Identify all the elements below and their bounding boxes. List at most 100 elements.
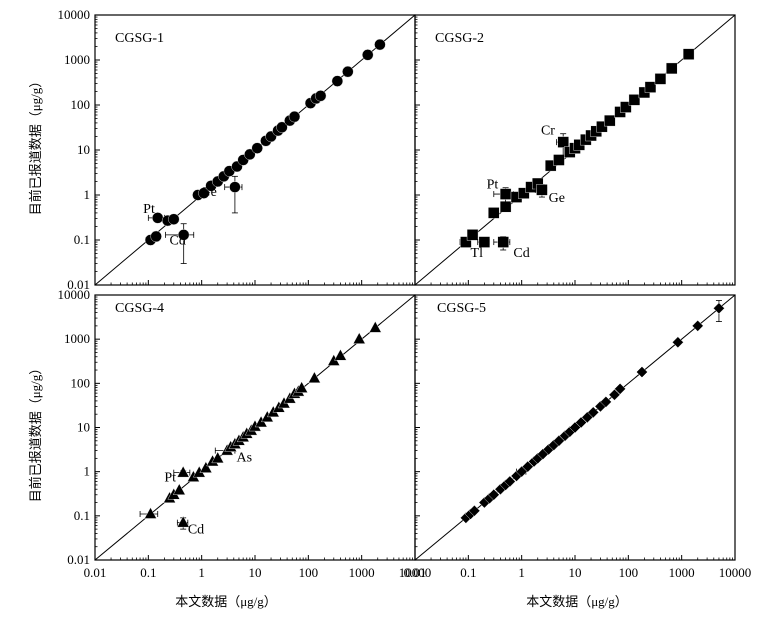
data-point-circle xyxy=(177,229,190,241)
data-point-square xyxy=(466,229,479,241)
element-annotation: Pt xyxy=(143,202,155,217)
y-tick-label: 1 xyxy=(84,187,91,202)
data-point-circle xyxy=(229,181,241,193)
data-point-square xyxy=(654,73,667,85)
data-point-triangle xyxy=(199,461,213,473)
data-point-square xyxy=(644,81,657,93)
data-point-circle xyxy=(288,110,301,123)
y-tick-label: 0.1 xyxy=(74,232,90,247)
data-point-circle xyxy=(331,75,344,87)
data-point-diamond xyxy=(672,336,684,349)
data-point-square xyxy=(682,48,695,60)
panel-cgsg-2: CGSG-2 Cr Pt Ge Tl Cd xyxy=(414,14,736,286)
element-annotation: Pt xyxy=(164,470,176,485)
x-tick-label: 10000 xyxy=(719,565,752,580)
x-tick-label: 0.01 xyxy=(404,565,427,580)
element-annotation: Cd xyxy=(513,246,529,261)
data-point-circle xyxy=(168,213,180,225)
y-axis-label-top: 目前已报道数据（μg/g） xyxy=(28,75,43,216)
data-point-circle xyxy=(251,142,263,154)
y-tick-label: 1 xyxy=(84,464,91,479)
x-tick-label: 10000 xyxy=(399,565,432,580)
data-point-square xyxy=(665,62,678,75)
data-point-circle xyxy=(276,121,288,133)
data-point-diamond xyxy=(587,406,600,419)
data-point-triangle xyxy=(352,332,366,344)
element-annotation: Ge xyxy=(549,191,565,206)
panel-title: CGSG-2 xyxy=(435,31,484,46)
y-tick-label: 10 xyxy=(77,420,90,435)
data-point-circle xyxy=(244,148,256,161)
data-point-square xyxy=(536,184,548,196)
data-point-triangle xyxy=(334,348,347,361)
data-point-triangle xyxy=(172,483,186,495)
element-annotation: Cd xyxy=(170,233,186,248)
data-point-circle xyxy=(150,230,162,243)
data-point-square xyxy=(620,101,632,113)
y-tick-label: 1000 xyxy=(64,331,90,346)
data-point-triangle xyxy=(176,515,190,528)
data-point-circle xyxy=(362,49,374,61)
data-point-square xyxy=(553,154,565,166)
panel-title: CGSG-1 xyxy=(115,31,164,46)
panel-title: CGSG-4 xyxy=(115,301,164,316)
data-point-diamond xyxy=(691,320,704,332)
data-point-square xyxy=(518,187,530,199)
data-point-square xyxy=(460,236,472,248)
data-point-square xyxy=(478,236,491,248)
data-point-square xyxy=(604,114,616,127)
panel-cgsg-5: 0.01 0.1 1 10 100 1000 10000 CGSG-5 xyxy=(404,294,752,580)
data-point-diamond xyxy=(521,460,534,473)
element-annotation: Cr xyxy=(541,124,555,139)
element-annotation: Ge xyxy=(200,185,216,200)
element-annotation: Cd xyxy=(188,522,204,537)
x-tick-label: 0.1 xyxy=(140,565,156,580)
data-point-square xyxy=(596,120,608,133)
y-tick-label: 1000 xyxy=(64,52,90,67)
data-point-diamond xyxy=(468,505,481,517)
data-point-triangle xyxy=(144,507,157,519)
panel-title: CGSG-5 xyxy=(437,301,486,316)
x-tick-label: 0.1 xyxy=(460,565,476,580)
panels: 0.010.1110100100010000CGSG-1PtCdGeCGSG-2… xyxy=(58,7,752,580)
y-tick-label: 10000 xyxy=(58,287,91,302)
x-axis-label-right: 本文数据（μg/g） xyxy=(526,594,628,609)
x-tick-label: 1000 xyxy=(669,565,695,580)
element-annotation: Pt xyxy=(487,177,499,192)
data-point-triangle xyxy=(308,371,321,384)
data-point-square xyxy=(488,207,500,219)
data-point-circle xyxy=(198,187,210,199)
element-annotation: Tl xyxy=(471,246,484,261)
data-point-circle xyxy=(374,38,386,51)
data-point-square xyxy=(557,136,569,148)
data-point-diamond xyxy=(504,475,516,488)
panel-cgsg-1: 0.01 0.1 1 10 100 1000 10000 CGSG-1 Pt Cd Ge xyxy=(58,7,416,292)
x-axis-label-left: 本文数据（μg/g） xyxy=(175,594,277,609)
x-tick-label: 0.01 xyxy=(84,565,107,580)
data-point-diamond xyxy=(575,416,587,429)
y-tick-label: 0.1 xyxy=(74,508,90,523)
x-tick-label: 1000 xyxy=(349,565,375,580)
y-axis-label-bottom: 目前已报道数据（μg/g） xyxy=(28,362,43,503)
x-tick-label: 100 xyxy=(619,565,639,580)
data-point-triangle xyxy=(368,320,382,333)
y-tick-label: 100 xyxy=(71,375,91,390)
data-point-square xyxy=(499,188,512,200)
y-tick-label: 100 xyxy=(71,97,91,112)
data-point-diamond xyxy=(636,366,648,378)
x-tick-label: 1 xyxy=(198,565,205,580)
data-point-circle xyxy=(342,65,354,78)
data-point-square xyxy=(628,94,641,106)
x-tick-label: 10 xyxy=(249,565,262,580)
data-point-diamond xyxy=(487,488,500,501)
data-point-square xyxy=(497,236,509,248)
x-tick-label: 10 xyxy=(569,565,582,580)
data-point-diamond xyxy=(713,302,725,315)
x-tick-label: 1 xyxy=(518,565,525,580)
y-tick-label: 0.01 xyxy=(67,277,90,292)
y-tick-label: 0.01 xyxy=(67,552,90,567)
y-tick-label: 10000 xyxy=(58,7,91,22)
data-point-triangle xyxy=(176,465,190,478)
